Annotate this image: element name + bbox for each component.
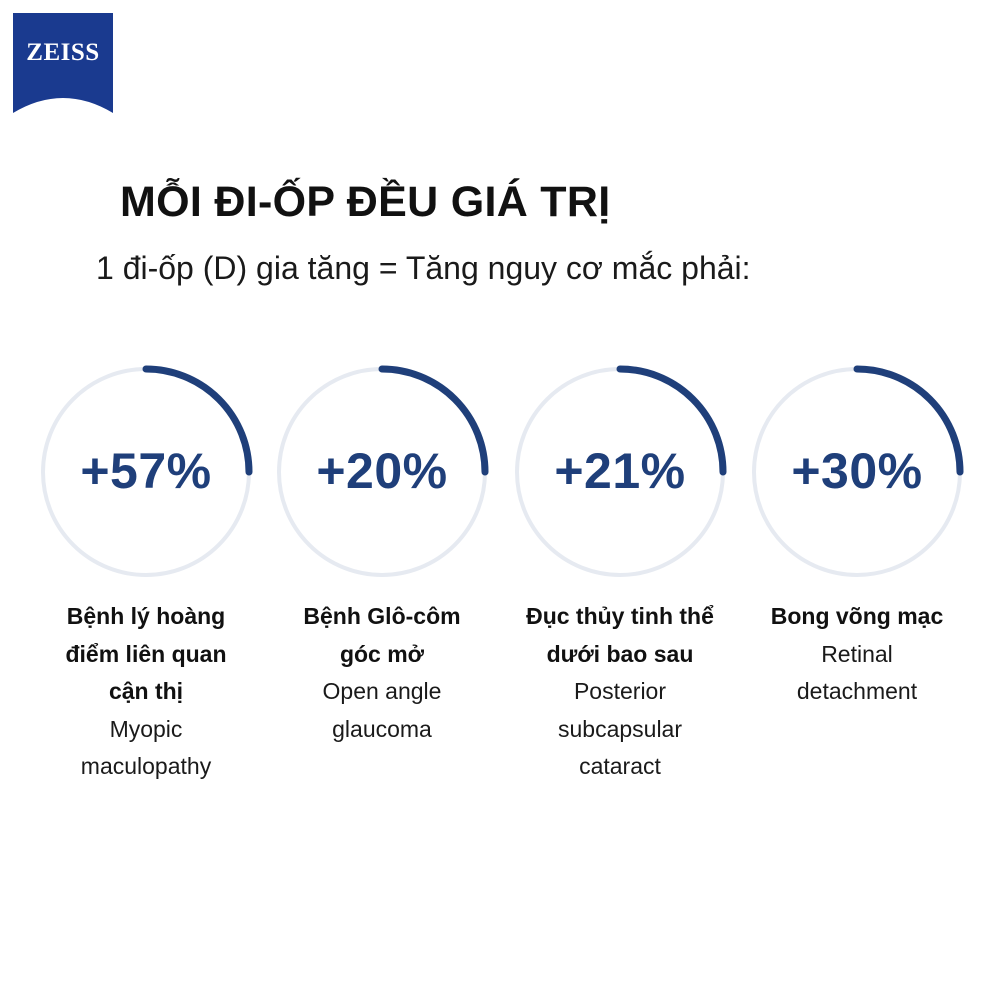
caption-en-line: detachment xyxy=(796,678,918,704)
progress-ring: +20% xyxy=(274,364,490,580)
stat-value: +30% xyxy=(791,443,923,499)
caption-en-line: Posterior xyxy=(573,678,667,704)
progress-ring: +21% xyxy=(512,364,728,580)
caption-en-line: Retinal xyxy=(821,640,893,667)
caption-en-line: cataract xyxy=(579,753,661,779)
stat-caption: Đục thủy tinh thể dưới bao sau Posterior… xyxy=(500,598,740,786)
caption-vi-line: Đục thủy tinh thể xyxy=(526,603,714,629)
zeiss-logo: ZEISS xyxy=(13,13,113,113)
caption-en-line: Myopic xyxy=(109,715,183,742)
stat-value: +57% xyxy=(80,443,212,499)
stat-value: +20% xyxy=(316,443,448,499)
caption-en-line: Open angle xyxy=(322,678,442,704)
stat-card: +30% Bong võng mạc Retinal detachment xyxy=(737,364,977,711)
stat-card: +20% Bệnh Glô-côm góc mở Open angle glau… xyxy=(262,364,502,748)
caption-vi-line: điểm liên quan xyxy=(65,640,227,667)
stat-card: +57% Bệnh lý hoàng điểm liên quan cận th… xyxy=(26,364,266,786)
logo-text: ZEISS xyxy=(26,39,99,66)
caption-vi-line: góc mở xyxy=(339,640,425,667)
page-title: MỖI ĐI-ỐP ĐỀU GIÁ TRỊ xyxy=(120,178,611,226)
stat-caption: Bệnh Glô-côm góc mở Open angle glaucoma xyxy=(262,598,502,748)
caption-en-line: subcapsular xyxy=(557,715,683,742)
caption-en-line: glaucoma xyxy=(332,715,432,742)
caption-vi-line: dưới bao sau xyxy=(546,640,694,667)
progress-ring: +57% xyxy=(38,364,254,580)
caption-en-line: maculopathy xyxy=(80,753,212,779)
caption-vi-line: cận thị xyxy=(108,678,184,704)
page-subtitle: 1 đi-ốp (D) gia tăng = Tăng nguy cơ mắc … xyxy=(96,250,751,286)
stat-caption: Bệnh lý hoàng điểm liên quan cận thị Myo… xyxy=(26,598,266,786)
stat-card: +21% Đục thủy tinh thể dưới bao sau Post… xyxy=(500,364,740,786)
caption-vi-line: Bong võng mạc xyxy=(770,603,944,629)
stat-caption: Bong võng mạc Retinal detachment xyxy=(737,598,977,711)
progress-ring: +30% xyxy=(749,364,965,580)
stat-value: +21% xyxy=(554,443,686,499)
caption-vi-line: Bệnh lý hoàng xyxy=(66,603,226,629)
caption-vi-line: Bệnh Glô-côm xyxy=(303,603,461,629)
